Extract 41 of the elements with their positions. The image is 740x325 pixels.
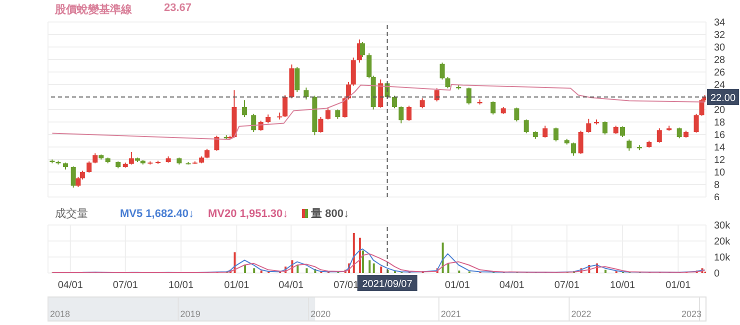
y-tick-label: 30: [714, 42, 726, 54]
y-tick-label: 16: [714, 130, 726, 142]
x-tick-label: 10/01: [610, 280, 636, 292]
legend-label: 量 800↓: [310, 207, 350, 221]
ref-line-label: 22.00: [710, 93, 736, 104]
y-tick-label: 10k: [714, 252, 732, 264]
y-tick-label: 0: [714, 268, 720, 280]
x-tick-label: 01/01: [224, 280, 250, 292]
x-tick-label: 07/01: [112, 280, 138, 292]
y-tick-label: 34: [714, 18, 726, 29]
chart-title: 成交量: [55, 206, 88, 221]
y-tick-label: 18: [714, 118, 726, 129]
text: 2018: [50, 309, 70, 319]
text: 股價蛻變基準線: [55, 2, 132, 17]
text: MV20 1,951.30↓: [208, 206, 288, 221]
y-tick-label: 28: [714, 55, 726, 66]
x-tick-label: 04/01: [58, 280, 84, 292]
y-tick-label: 24: [714, 80, 726, 92]
x-tick-label: 01/01: [444, 280, 470, 292]
y-tick-label: 20k: [714, 236, 732, 248]
text: 2023: [681, 309, 702, 319]
text: 2020: [310, 309, 331, 319]
y-tick-label: 12: [714, 155, 726, 166]
y-tick-label: 30k: [714, 220, 732, 232]
x-tick-label: 07/01: [554, 280, 580, 292]
text: 2022: [571, 309, 592, 319]
y-tick-label: 32: [714, 30, 726, 42]
x-tick-label: 04/01: [499, 280, 525, 292]
y-tick-label: 20: [714, 105, 726, 116]
y-tick-label: 10: [714, 168, 726, 179]
text: 2021: [440, 309, 461, 319]
x-tick-label: 04/01: [278, 280, 304, 292]
text: 23.67: [164, 2, 192, 16]
y-tick-label: 26: [714, 68, 726, 79]
y-tick-label: 14: [714, 142, 726, 154]
y-tick-label: 8: [714, 180, 720, 192]
x-tick-label: 10/01: [168, 280, 194, 292]
text: 2019: [180, 309, 200, 319]
ref-line-label: 2021/09/07: [362, 279, 413, 290]
x-tick-label: 01/01: [666, 280, 692, 292]
text: MV5 1,682.40↓: [120, 206, 194, 221]
